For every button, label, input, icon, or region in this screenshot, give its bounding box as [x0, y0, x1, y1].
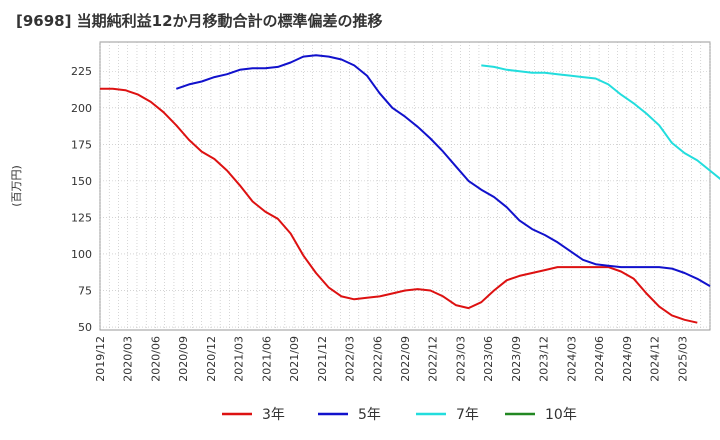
y-tick-label: 75 [78, 285, 92, 298]
x-tick-label: 2023/12 [538, 336, 551, 382]
x-tick-label: 2020/09 [177, 336, 190, 382]
y-tick-label: 100 [71, 248, 92, 261]
legend-label: 5年 [358, 407, 381, 423]
x-tick-label: 2022/06 [371, 336, 384, 382]
x-tick-label: 2021/09 [288, 336, 301, 382]
series-line-3年 [100, 87, 698, 324]
x-tick-label: 2025/03 [676, 336, 689, 382]
y-tick-label: 50 [78, 321, 92, 334]
x-tick-label: 2022/12 [427, 336, 440, 382]
legend-label: 7年 [456, 407, 479, 423]
x-tick-label: 2019/12 [94, 336, 107, 382]
x-tick-label: 2021/03 [233, 336, 246, 382]
y-tick-label: 200 [71, 102, 92, 115]
x-tick-label: 2022/09 [399, 336, 412, 382]
y-tick-label: 125 [71, 211, 92, 224]
x-tick-label: 2020/12 [205, 336, 218, 382]
series-line-7年 [481, 64, 720, 180]
x-tick-label: 2024/09 [621, 336, 634, 382]
legend-label: 3年 [262, 407, 285, 423]
x-tick-label: 2023/06 [482, 336, 495, 382]
y-tick-label: 175 [71, 138, 92, 151]
y-tick-label: 225 [71, 65, 92, 78]
legend-label: 10年 [545, 407, 577, 423]
x-tick-label: 2023/09 [510, 336, 523, 382]
x-tick-label: 2024/03 [565, 336, 578, 382]
x-tick-label: 2022/03 [344, 336, 357, 382]
x-tick-label: 2020/03 [122, 336, 135, 382]
x-tick-label: 2024/06 [593, 336, 606, 382]
x-tick-label: 2021/12 [316, 336, 329, 382]
series-line-5年 [175, 54, 711, 287]
y-axis-label: (百万円) [10, 165, 23, 207]
x-tick-label: 2024/12 [649, 336, 662, 382]
x-tick-label: 2020/06 [149, 336, 162, 382]
x-tick-label: 2023/03 [454, 336, 467, 382]
chart-title: [9698] 当期純利益12か月移動合計の標準偏差の推移 [16, 12, 383, 30]
x-tick-label: 2021/06 [260, 336, 273, 382]
y-tick-label: 150 [71, 175, 92, 188]
